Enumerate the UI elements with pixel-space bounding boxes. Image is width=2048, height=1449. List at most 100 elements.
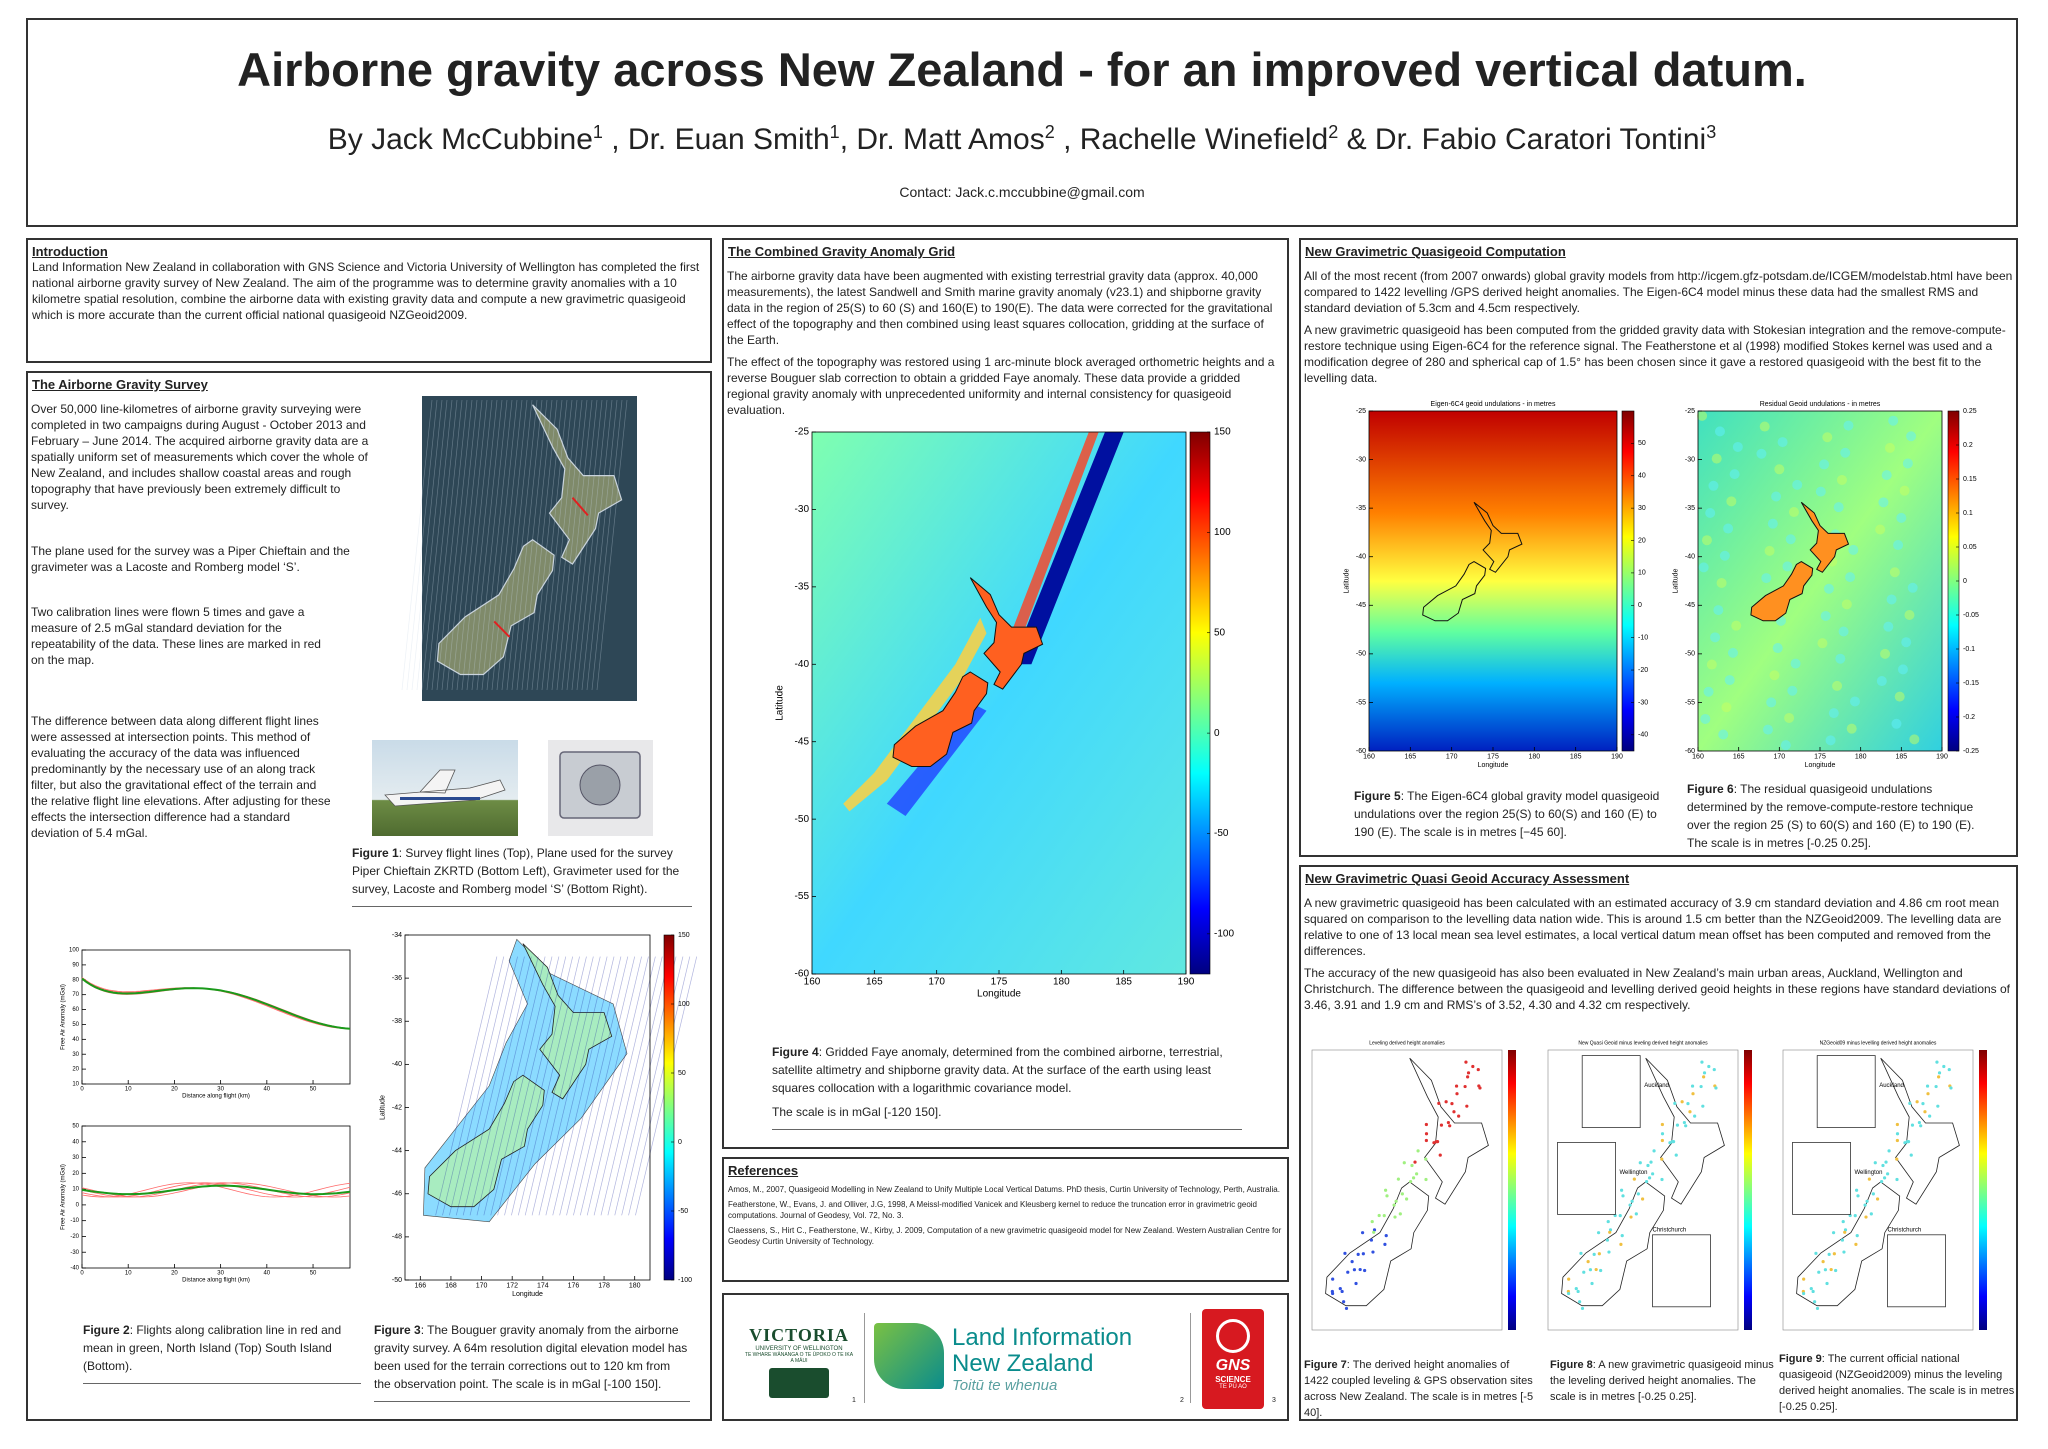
y-tick-label: -34: [392, 932, 402, 939]
paragraph: A new gravimetric quasigeoid has been ca…: [1304, 896, 2002, 958]
station: [1382, 1213, 1386, 1218]
references-box: References Amos, M., 2007, Quasigeoid Mo…: [722, 1157, 1289, 1282]
residual-blob: [1845, 572, 1856, 583]
y-tick-label: -36: [392, 975, 402, 982]
caption-text: : Survey flight lines (Top), Plane used …: [352, 846, 680, 896]
quasigeoid-box: New Gravimetric Quasigeoid Computation A…: [1299, 238, 2018, 857]
station: [1673, 1101, 1677, 1105]
plot-title: Residual Geoid undulations - in metres: [1760, 401, 1881, 408]
plane-stripe: [400, 797, 480, 800]
inset: [1581, 1055, 1641, 1128]
residual-blob: [1899, 485, 1910, 496]
flight-line: [442, 956, 505, 1216]
x-tick-label: 165: [1404, 753, 1416, 760]
author: , Rachelle Winefield: [1054, 123, 1329, 156]
residual-blob: [1759, 421, 1770, 432]
plot-frame: [81, 949, 351, 1085]
caption-label: Figure 1: [352, 846, 399, 860]
y-tick-label: -40: [795, 659, 810, 670]
caption-text: : The Bouguer gravity anomaly from the a…: [374, 1323, 688, 1391]
coastline: [1561, 1181, 1666, 1307]
residual-blob: [1823, 583, 1834, 594]
station: [1478, 1086, 1482, 1090]
station: [1454, 1084, 1459, 1088]
residual-blob: [1701, 535, 1712, 546]
station: [1928, 1114, 1932, 1118]
station: [1802, 1291, 1806, 1296]
flight-line: [469, 956, 532, 1216]
station: [1567, 1291, 1571, 1296]
station: [1936, 1104, 1940, 1108]
y-tick-label: -60: [795, 969, 810, 980]
station: [1579, 1251, 1583, 1255]
y-axis-label: Free Air Anomaly (mGal): [60, 1164, 66, 1230]
station: [1331, 1291, 1335, 1296]
x-tick-label: 160: [1692, 753, 1704, 760]
station: [1588, 1268, 1593, 1272]
station: [1660, 1138, 1664, 1143]
paragraph: Two calibration lines were flown 5 times…: [31, 605, 321, 667]
flight-line: [490, 956, 553, 1216]
city-label: Wellington: [1620, 1170, 1648, 1176]
inset: [1792, 1142, 1851, 1215]
flight-line: [455, 956, 518, 1216]
residual-blob: [1832, 680, 1843, 691]
residual-blob: [1825, 735, 1836, 746]
station: [1346, 1270, 1350, 1274]
colorbar-tick-label: -50: [678, 1208, 688, 1215]
caption-label: Figure 6: [1687, 782, 1734, 796]
logo-text: VICTORIA: [749, 1325, 849, 1345]
flight-line: [538, 956, 601, 1216]
coastline: [1409, 1057, 1489, 1205]
x-tick-label: 175: [1814, 753, 1826, 760]
station: [1908, 1101, 1912, 1105]
y-tick-label: -50: [1685, 651, 1695, 658]
affiliation: 1: [592, 122, 603, 142]
station: [1606, 1219, 1610, 1224]
station: [1621, 1194, 1625, 1198]
residual-blob: [1828, 708, 1839, 719]
flight-line: [552, 956, 615, 1216]
colorbar-tick-label: -0.1: [1963, 646, 1975, 653]
station: [1674, 1153, 1678, 1157]
station: [1343, 1251, 1347, 1255]
linz-logo: Land Information New Zealand Toitū te wh…: [952, 1325, 1132, 1395]
flight-line: [451, 399, 483, 691]
residual-blob: [1731, 620, 1742, 631]
caption: Figure 6: The residual quasigeoid undula…: [1687, 780, 1987, 852]
y-tick-label: -60: [1356, 748, 1366, 755]
station: [1331, 1277, 1335, 1281]
y-tick-label: 30: [72, 1155, 79, 1161]
colorbar-tick-label: 100: [678, 1001, 690, 1008]
station: [1424, 1177, 1428, 1182]
flight-line: [524, 956, 587, 1216]
caption-label: Figure 2: [83, 1323, 130, 1337]
coastline: [1800, 501, 1850, 573]
residual-blob: [1901, 637, 1912, 648]
y-tick-label: -35: [1356, 505, 1366, 512]
accuracy-box: New Gravimetric Quasi Geoid Accuracy Ass…: [1299, 865, 2018, 1421]
y-tick-label: -38: [392, 1018, 402, 1025]
station: [1476, 1067, 1480, 1072]
y-tick-label: -40: [70, 1266, 79, 1272]
x-tick-label: 20: [171, 1270, 178, 1276]
residual-blob: [1724, 675, 1735, 686]
station: [1599, 1268, 1603, 1273]
station: [1342, 1300, 1346, 1304]
flight-line: [446, 399, 478, 691]
station: [1670, 1140, 1674, 1144]
station: [1370, 1219, 1374, 1224]
station: [1925, 1084, 1930, 1088]
logo-text: UNIVERSITY OF WELLINGTON: [755, 1346, 843, 1352]
station: [1424, 1138, 1428, 1143]
station: [1688, 1110, 1692, 1114]
residual-blob: [1878, 497, 1889, 508]
paragraph: A new gravimetric quasigeoid has been co…: [1304, 323, 2006, 385]
station: [1684, 1124, 1688, 1128]
station: [1400, 1192, 1404, 1196]
y-tick-label: 100: [69, 948, 80, 954]
caption-text: : The derived height anomalies of 1422 c…: [1304, 1359, 1534, 1419]
reference: Amos, M., 2007, Quasigeoid Modelling in …: [728, 1185, 1280, 1194]
text-block: The airborne gravity data have been augm…: [727, 268, 1282, 424]
